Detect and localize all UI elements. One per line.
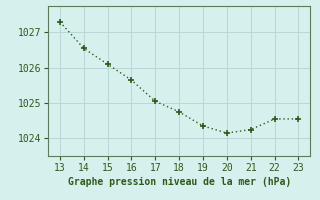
X-axis label: Graphe pression niveau de la mer (hPa): Graphe pression niveau de la mer (hPa) — [68, 177, 291, 187]
